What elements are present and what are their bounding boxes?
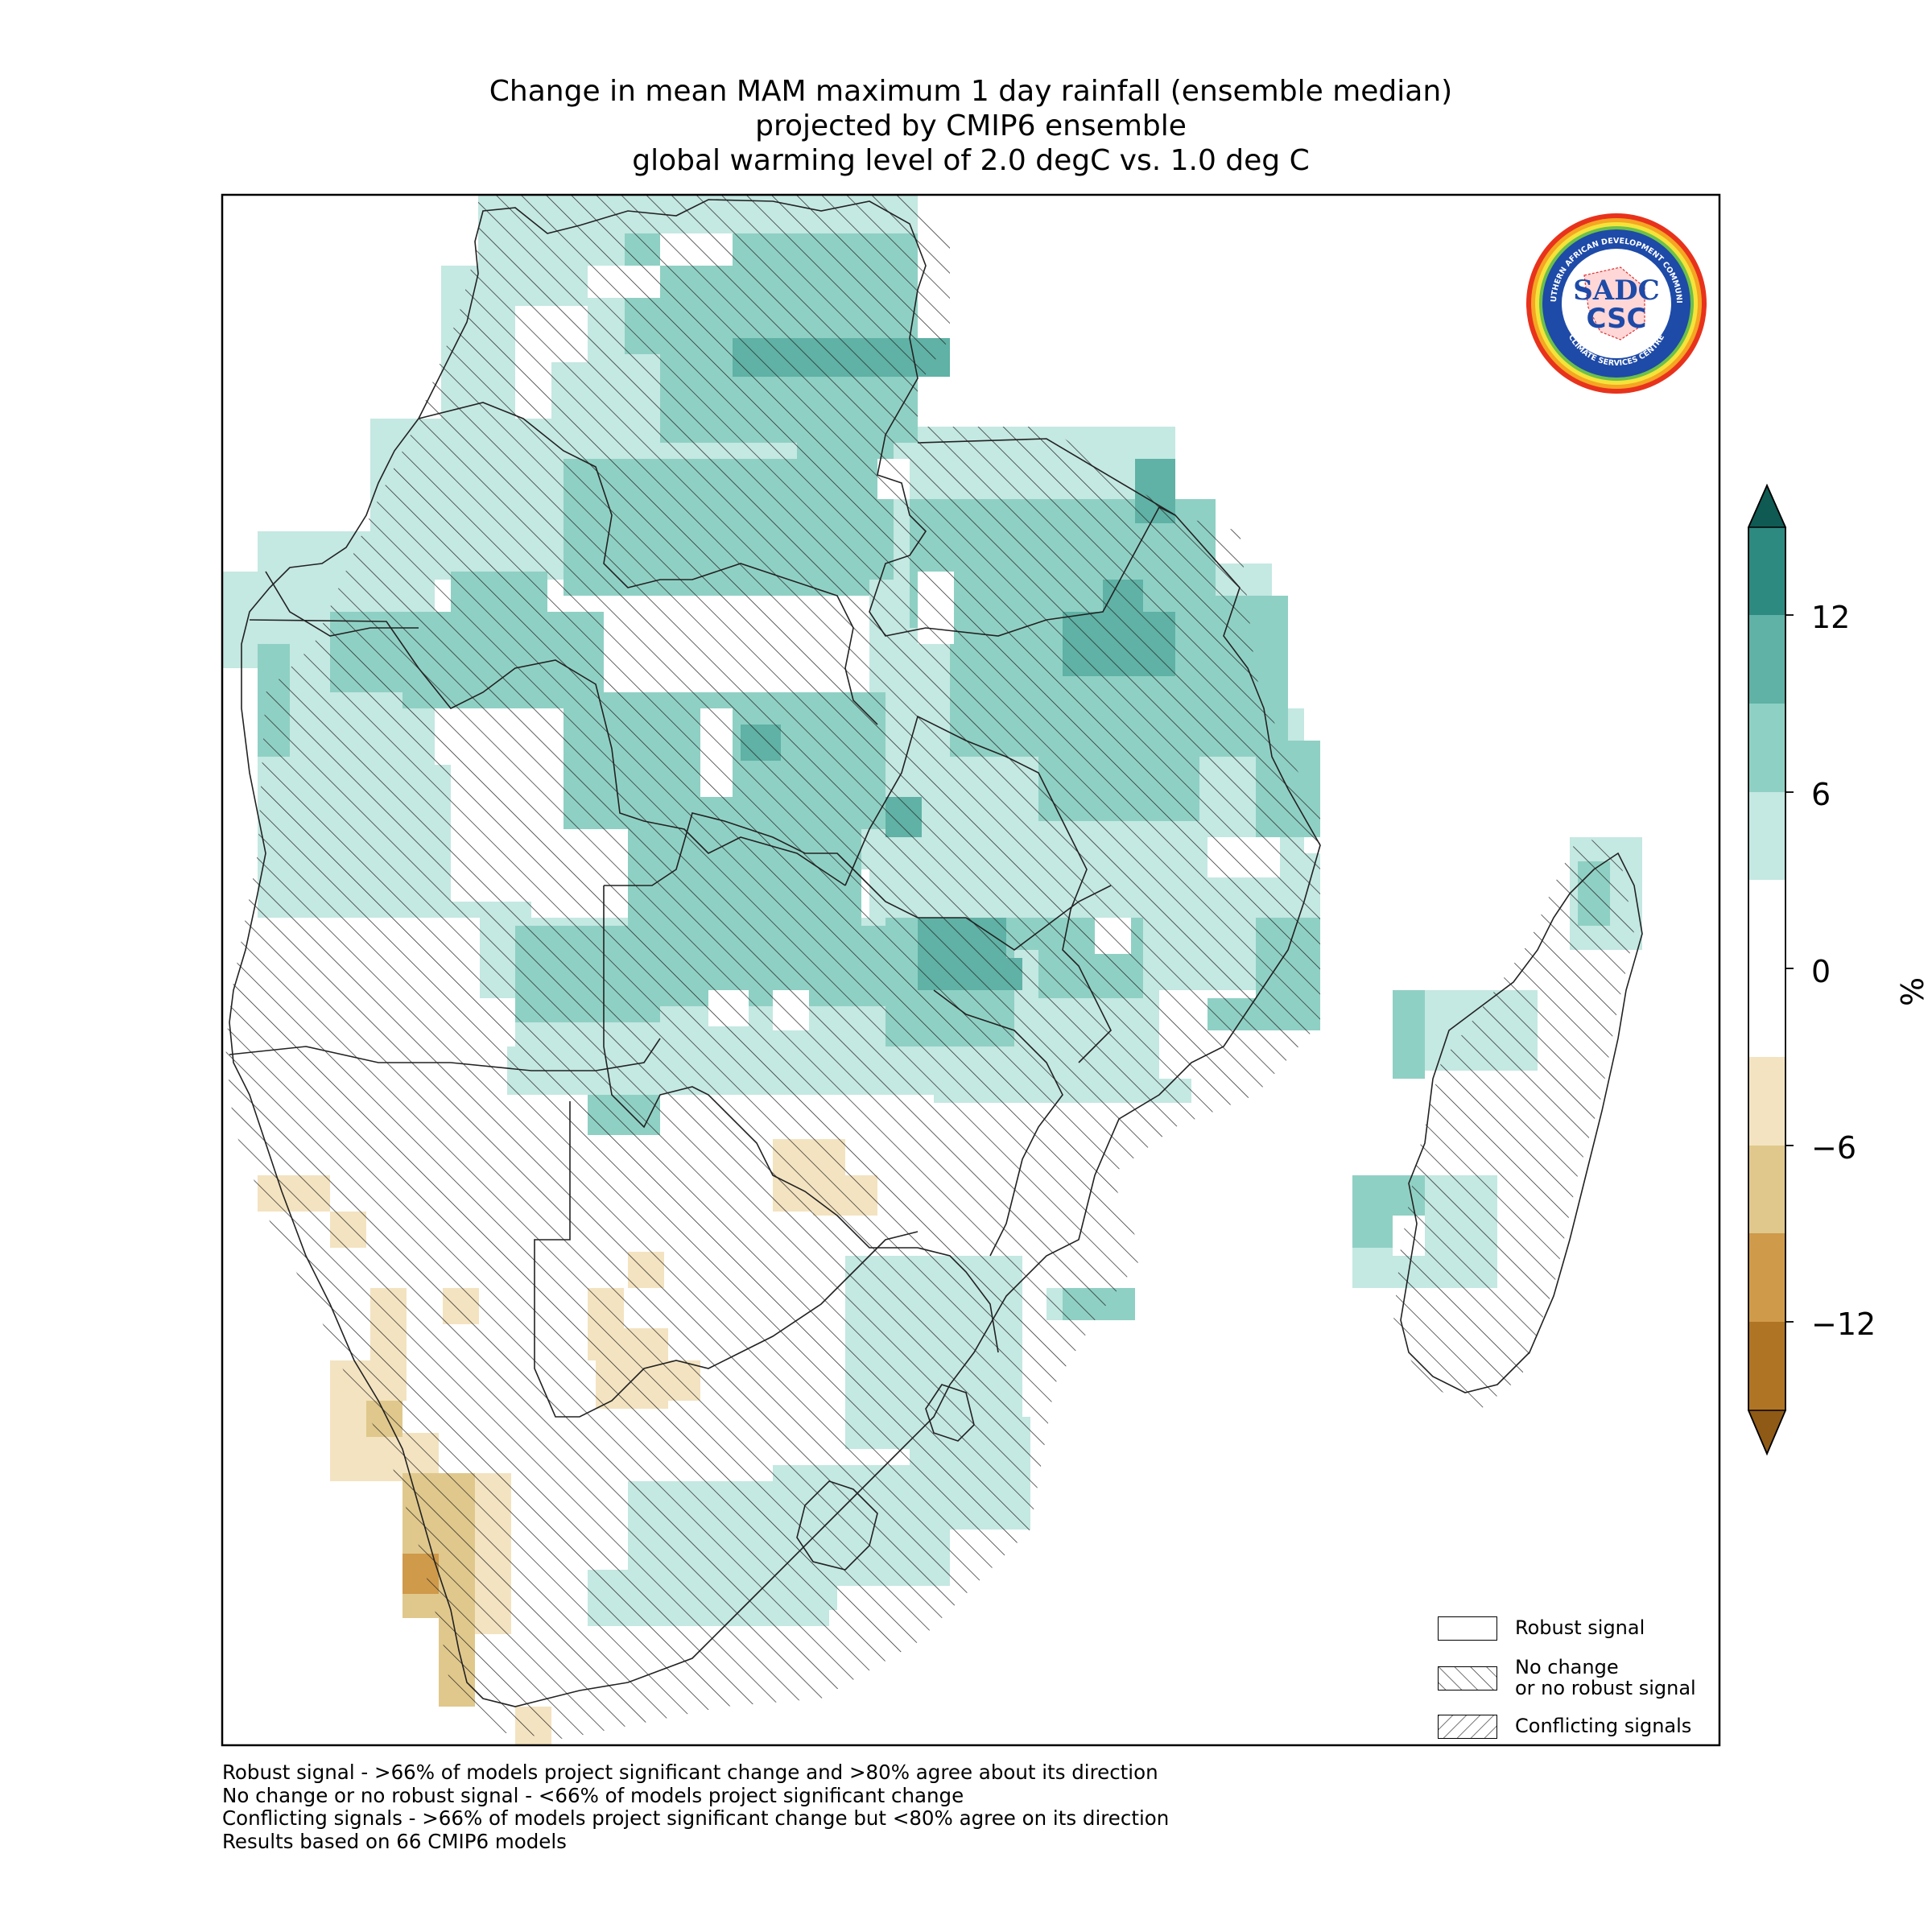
border-tanzania [917, 438, 1176, 516]
border-drc-interior [418, 402, 878, 725]
colorbar-tick-0: 0 [1811, 954, 1831, 989]
footnote-2: No change or no robust signal - <66% of … [222, 1783, 964, 1807]
footnotes: Robust signal - >66% of models project s… [222, 1761, 1169, 1853]
border-zimbabwe-mozambique [933, 989, 1063, 1257]
legend-label-no-change-2: or no robust signal [1515, 1677, 1696, 1699]
colorbar-band-9-12 [1748, 615, 1785, 704]
border-zambia-south [604, 812, 1112, 951]
border-angola [249, 619, 846, 886]
colorbar-band-neg12-neg9 [1748, 1233, 1785, 1322]
legend-label-robust: Robust signal [1515, 1616, 1645, 1639]
colorbar-band-neg15-neg12 [1748, 1322, 1785, 1410]
colorbar-tick-neg6: −6 [1811, 1130, 1857, 1166]
footnote-4: Results based on 66 CMIP6 models [222, 1829, 567, 1853]
title-line-1: Change in mean MAM maximum 1 day rainfal… [489, 75, 1453, 108]
legend-label-no-change-1: No change [1515, 1656, 1619, 1678]
border-malawi [1062, 836, 1112, 1063]
hatch-no-robust-signal-madagascar [1393, 837, 1634, 1409]
border-botswana-zimbabwe [724, 1110, 999, 1353]
footnote-1: Robust signal - >66% of models project s… [222, 1761, 1158, 1784]
colorbar-band-neg9-neg6 [1748, 1146, 1785, 1233]
colorbar [1747, 483, 1794, 1456]
title-line-2: projected by CMIP6 ensemble [755, 109, 1187, 142]
logo-mark-sadc: SADC [1573, 275, 1659, 307]
chart-title: Change in mean MAM maximum 1 day rainfal… [222, 74, 1719, 178]
map-area [222, 195, 1643, 1745]
colorbar-band-12-15 [1748, 527, 1785, 615]
logo-mark-csc: CSC [1586, 303, 1646, 335]
colorbar-band-6-9 [1748, 704, 1785, 792]
colorbar-band-3-6 [1748, 792, 1785, 880]
border-drc-zambia [844, 715, 1071, 886]
legend-label-conflicting: Conflicting signals [1515, 1715, 1692, 1737]
title-line-3: global warming level of 2.0 degC vs. 1.0… [632, 144, 1310, 177]
legend-label-no-change: No change or no robust signal [1515, 1657, 1696, 1699]
coastline-madagascar [1400, 852, 1643, 1393]
colorbar-band-neg6-neg3 [1748, 1057, 1785, 1146]
border-lesotho [796, 1480, 878, 1571]
border-namibia-angola [229, 1038, 661, 1071]
border-congo [265, 571, 419, 637]
footnote-3: Conflicting signals - >66% of models pro… [222, 1806, 1170, 1830]
colorbar-tick-6: 6 [1811, 777, 1831, 812]
legend-swatch-robust [1438, 1616, 1497, 1641]
grid-cell [1393, 990, 1425, 1079]
colorbar-outline [1748, 483, 1786, 1456]
colorbar-extend-min [1747, 1410, 1787, 1455]
coastline-mainland [229, 199, 1321, 1707]
colorbar-unit-label: % [1895, 976, 1931, 1007]
colorbar-tick-12: 12 [1811, 600, 1851, 635]
legend-swatch-conflicting [1438, 1715, 1497, 1739]
border-botswana-south-africa [534, 1101, 919, 1418]
legend-swatch-no-change [1438, 1666, 1497, 1690]
colorbar-tick-neg12: −12 [1811, 1307, 1876, 1342]
border-namibia-botswana [603, 886, 725, 1129]
colorbar-extend-max [1747, 484, 1787, 528]
colorbar-band-neg3-3 [1748, 880, 1785, 1057]
hatch-no-robust-signal-mainland [225, 195, 1320, 1739]
country-borders [229, 199, 1321, 1707]
sadc-csc-logo: SOUTHERN AFRICAN DEVELOPMENT COMMUNITY C… [1521, 204, 1709, 396]
border-eswatini [925, 1384, 975, 1442]
map-frame-border [221, 193, 1721, 1747]
